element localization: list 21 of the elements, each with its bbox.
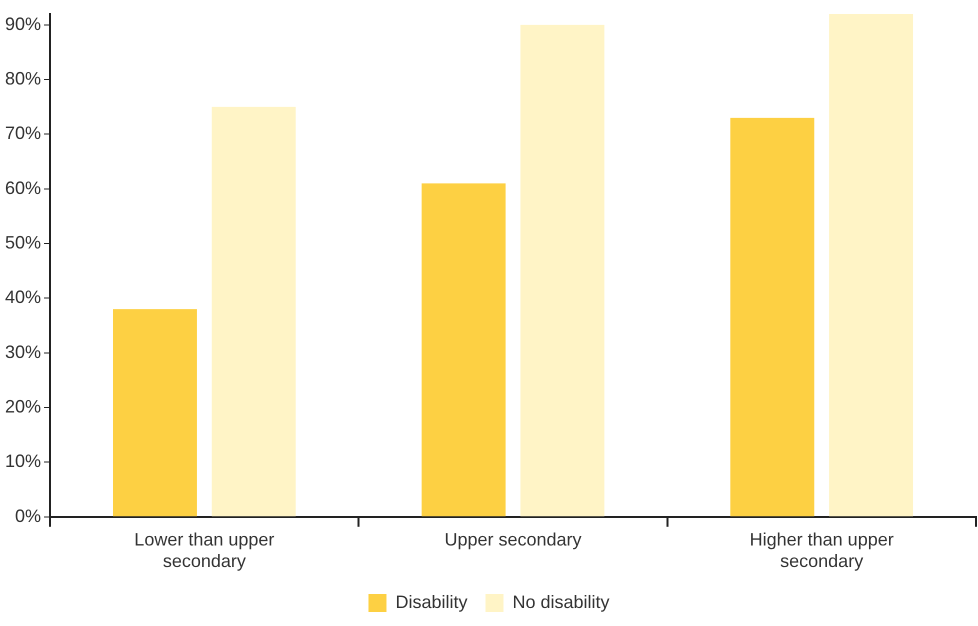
- x-tick-label: Higher than upper secondary: [750, 530, 894, 572]
- x-tick-label: Upper secondary: [444, 530, 582, 550]
- y-tick-label: 80%: [4, 68, 42, 89]
- y-tick-label: 40%: [4, 287, 42, 308]
- x-tick-label: Lower than upper secondary: [134, 530, 274, 572]
- y-tick-label: 50%: [4, 232, 42, 253]
- y-tick-label: 30%: [4, 342, 42, 362]
- y-tick-label: 90%: [4, 14, 42, 34]
- y-tick-label: 60%: [4, 178, 42, 198]
- bar: [422, 183, 506, 516]
- legend-label: Disability: [395, 592, 468, 612]
- y-tick-label: 70%: [4, 123, 42, 144]
- bar: [520, 24, 604, 516]
- bar: [829, 14, 914, 516]
- y-tick-label: 0%: [15, 506, 42, 526]
- y-tick-label: 10%: [4, 451, 42, 472]
- bar: [112, 309, 197, 516]
- bar: [730, 118, 814, 516]
- legend-label: No disability: [512, 592, 610, 612]
- y-tick-label: 20%: [4, 396, 42, 416]
- bar: [212, 106, 296, 516]
